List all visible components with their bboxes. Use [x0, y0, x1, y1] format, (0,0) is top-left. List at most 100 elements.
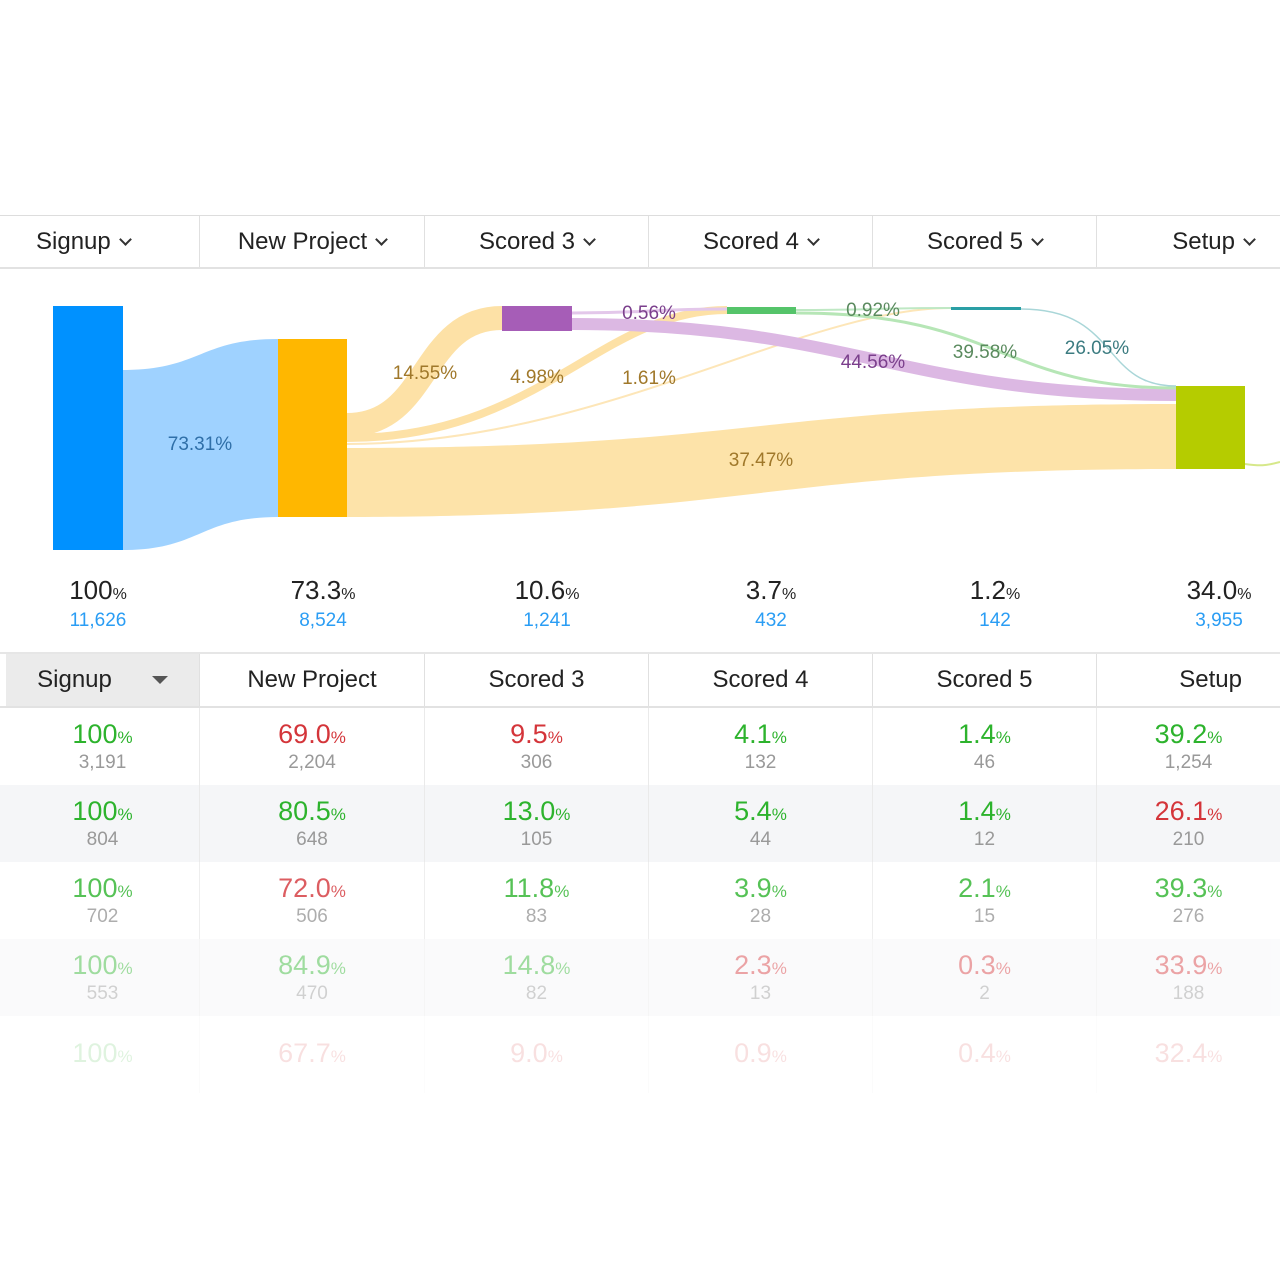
- chevron-down-icon: [118, 232, 132, 246]
- step-count[interactable]: 432: [755, 610, 787, 631]
- cell-percent: 26.1%: [1155, 796, 1223, 827]
- step-dropdown[interactable]: Scored 5: [927, 228, 1044, 256]
- table-cell[interactable]: 9.0%: [425, 1016, 649, 1093]
- step-column: New Project: [200, 216, 425, 267]
- step-count[interactable]: 3,955: [1195, 610, 1243, 631]
- table-row: 100% 553 84.9% 470 14.8% 82 2.3% 13 0.3% 2 33.9% 18…: [0, 939, 1280, 1016]
- percent-value: 9.0: [510, 1038, 548, 1068]
- table-header: Signup New Project Scored 3 Scored 4 Scored …: [0, 652, 1280, 708]
- percent-sign: %: [547, 728, 563, 747]
- percent-value: 100: [72, 719, 118, 749]
- cell-percent: 4.1%: [734, 719, 787, 750]
- percent-sign: %: [117, 728, 133, 747]
- cell-percent: 100%: [72, 1038, 132, 1069]
- table-header-cell[interactable]: Signup: [6, 654, 200, 706]
- percent-value: 3.7: [745, 575, 782, 605]
- percent-value: 80.5: [278, 796, 331, 826]
- link-label: 0.56%: [622, 303, 676, 324]
- step-dropdown[interactable]: Scored 4: [703, 228, 820, 256]
- cell-count: 210: [1172, 829, 1205, 850]
- table-cell[interactable]: 72.0% 506: [200, 862, 425, 939]
- table-cell[interactable]: 80.5% 648: [200, 785, 425, 862]
- table-cell[interactable]: 39.2% 1,254: [1097, 708, 1280, 785]
- table-cell[interactable]: 69.0% 2,204: [200, 708, 425, 785]
- link-label: 14.55%: [393, 363, 458, 384]
- percent-value: 100: [72, 1038, 118, 1068]
- step-percent: 10.6%: [435, 575, 659, 606]
- chevron-down-icon: [583, 232, 596, 246]
- table-cell[interactable]: 11.8% 83: [425, 862, 649, 939]
- cell-percent: 33.9%: [1155, 950, 1223, 981]
- step-summary-item: 3.7% 432: [659, 575, 883, 645]
- step-dropdown[interactable]: Scored 3: [478, 227, 596, 256]
- node-scored-4: [727, 307, 796, 314]
- link-label: 4.98%: [510, 367, 564, 388]
- percent-value: 67.7: [278, 1038, 331, 1068]
- table-cell[interactable]: 100% 3,191: [6, 708, 200, 785]
- step-column: Setup: [1097, 216, 1280, 267]
- step-count[interactable]: 1,241: [523, 610, 571, 631]
- header-label: Scored 4: [712, 666, 809, 693]
- table-cell[interactable]: 2.3% 13: [649, 939, 873, 1016]
- table-header-cell: Scored 3: [425, 654, 649, 706]
- table-cell[interactable]: 100% 702: [6, 862, 200, 939]
- table-cell[interactable]: 1.4% 46: [873, 708, 1097, 785]
- table-cell[interactable]: 14.8% 82: [425, 939, 649, 1016]
- percent-sign: %: [112, 586, 127, 603]
- percent-value: 1.4: [958, 796, 996, 826]
- table-header-cell: Scored 5: [873, 654, 1097, 706]
- percent-value: 1.4: [958, 719, 996, 749]
- table-cell[interactable]: 100%: [6, 1016, 200, 1093]
- step-label: Setup: [1172, 227, 1235, 255]
- table-cell[interactable]: 0.3% 2: [873, 939, 1097, 1016]
- table-cell[interactable]: 26.1% 210: [1097, 785, 1280, 862]
- table-cell[interactable]: 67.7%: [200, 1016, 425, 1093]
- table-cell[interactable]: 0.4%: [873, 1016, 1097, 1093]
- step-count[interactable]: 11,626: [69, 610, 127, 631]
- percent-value: 13.0: [502, 796, 556, 826]
- table-cell[interactable]: 0.9%: [649, 1016, 873, 1093]
- step-dropdown[interactable]: Setup: [1172, 227, 1256, 256]
- step-percent: 100%: [0, 575, 210, 606]
- table-cell[interactable]: 84.9% 470: [200, 939, 425, 1016]
- table-cell[interactable]: 33.9% 188: [1097, 939, 1280, 1016]
- step-label: Scored 3: [478, 227, 576, 255]
- table-cell[interactable]: 2.1% 15: [873, 862, 1097, 939]
- table-cell[interactable]: 3.9% 28: [649, 862, 873, 939]
- cell-percent: 2.1%: [958, 873, 1011, 904]
- percent-value: 34.0: [1186, 575, 1238, 605]
- table-cell[interactable]: 5.4% 44: [649, 785, 873, 862]
- table-cell[interactable]: 13.0% 105: [425, 785, 649, 862]
- table-cell[interactable]: 32.4%: [1097, 1016, 1280, 1093]
- node-scored-5: [951, 307, 1021, 310]
- step-dropdown[interactable]: Signup: [36, 228, 132, 256]
- table-cell[interactable]: 9.5% 306: [425, 708, 649, 785]
- cell-count: 46: [973, 752, 996, 773]
- step-percent: 34.0%: [1107, 575, 1280, 606]
- step-dropdown[interactable]: New Project: [238, 228, 389, 256]
- table-cell[interactable]: 39.3% 276: [1097, 862, 1280, 939]
- node-signup: [53, 306, 123, 550]
- header-label: Scored 3: [488, 666, 585, 693]
- percent-sign: %: [771, 882, 787, 901]
- cell-percent: 67.7%: [278, 1038, 346, 1069]
- table-header-cell: Setup: [1097, 654, 1280, 706]
- cell-count: 306: [520, 752, 553, 773]
- table-cell[interactable]: 1.4% 12: [873, 785, 1097, 862]
- sort-caret-icon[interactable]: [151, 676, 168, 684]
- cell-percent: 32.4%: [1155, 1038, 1223, 1069]
- table-cell[interactable]: 100% 553: [6, 939, 200, 1016]
- percent-sign: %: [117, 882, 133, 901]
- percent-sign: %: [771, 959, 787, 978]
- step-count[interactable]: 8,524: [299, 610, 347, 631]
- step-percent: 73.3%: [211, 575, 435, 606]
- step-count[interactable]: 142: [979, 610, 1011, 631]
- cell-count: 506: [296, 906, 328, 927]
- table-cell[interactable]: 100% 804: [6, 785, 200, 862]
- link-label: 1.61%: [622, 368, 676, 389]
- percent-value: 39.2: [1154, 719, 1208, 749]
- cell-count: 132: [744, 752, 777, 773]
- table-cell[interactable]: 4.1% 132: [649, 708, 873, 785]
- cell-percent: 100%: [72, 796, 132, 827]
- table-header-cell: New Project: [200, 654, 425, 706]
